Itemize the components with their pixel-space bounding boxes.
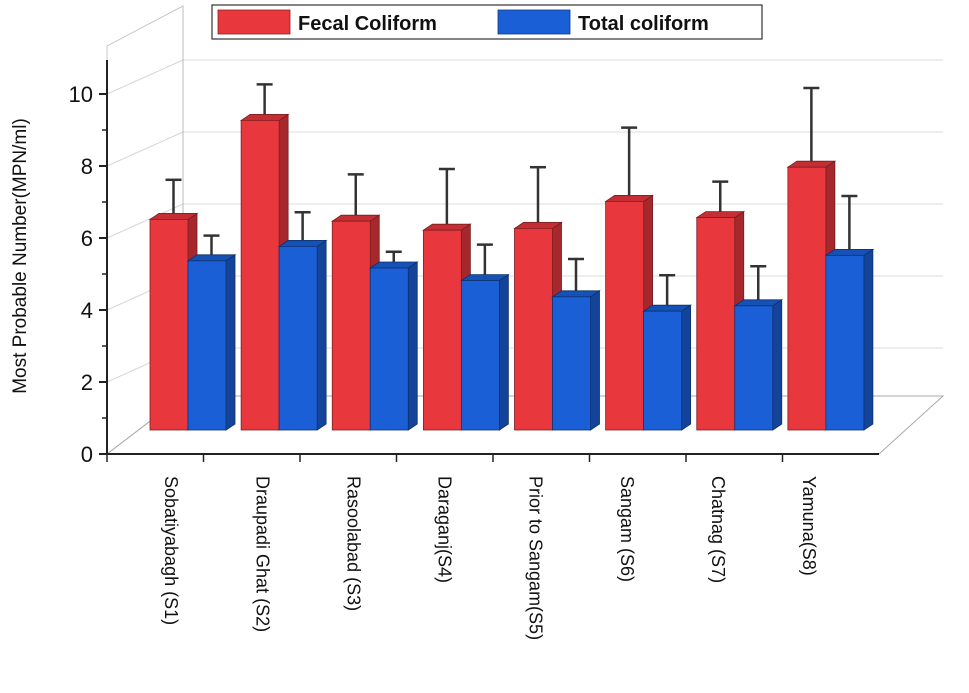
bar-fecal-coliform xyxy=(422,229,462,431)
bar-top xyxy=(277,239,328,247)
bar-side xyxy=(681,304,692,431)
bar-top xyxy=(186,254,237,262)
bar-top xyxy=(824,248,875,256)
x-tick-label: Sangam (S6) xyxy=(617,476,637,582)
bar-total-coliform xyxy=(187,260,227,431)
bar-side xyxy=(498,273,509,431)
x-tick-label: Prior to Sangam(S5) xyxy=(526,476,546,640)
bar-total-coliform xyxy=(734,305,774,431)
x-tick-label: Daraganj(S4) xyxy=(435,476,455,583)
bar-side xyxy=(316,239,327,431)
bar-fecal-coliform xyxy=(787,166,827,431)
legend-box xyxy=(211,4,763,40)
bar-side xyxy=(225,254,236,431)
bar-top xyxy=(368,261,419,269)
bar-fecal-coliform xyxy=(514,227,553,431)
bar-side xyxy=(863,248,874,431)
bar-top xyxy=(239,114,290,121)
y-tick-label: 10 xyxy=(69,82,93,107)
legend-swatch xyxy=(217,9,291,35)
bar-top xyxy=(695,211,746,219)
legend-label: Total coliform xyxy=(578,13,709,35)
bar-fecal-coliform xyxy=(149,218,189,431)
x-tick-label: Chatnag (S7) xyxy=(708,476,728,583)
bar-side xyxy=(772,299,783,431)
bar-total-coliform xyxy=(460,280,500,431)
side-gridline xyxy=(106,131,184,167)
bar-top xyxy=(513,221,563,229)
bar-total-coliform xyxy=(552,296,591,431)
bars-layer xyxy=(148,83,875,431)
bar-top xyxy=(330,214,381,222)
x-tick-label: Rasoolabad (S3) xyxy=(343,476,363,611)
bar-fecal-coliform xyxy=(240,120,280,431)
bar-total-coliform xyxy=(643,310,683,431)
bar-top xyxy=(460,274,510,282)
bar-total-coliform xyxy=(278,245,318,431)
bar-total-coliform xyxy=(825,254,865,431)
y-tick-label: 4 xyxy=(81,298,93,323)
bar-side xyxy=(590,290,600,431)
x-tick-label: Yamuna(S8) xyxy=(799,476,819,576)
legend: Fecal Coliform Total coliform xyxy=(211,4,763,40)
bar-fecal-coliform xyxy=(605,200,645,431)
y-tick-label: 6 xyxy=(81,226,93,251)
side-gridline xyxy=(106,203,184,239)
y-axis: 0 2 4 6 8 10 xyxy=(69,60,108,467)
bar-top xyxy=(786,160,837,168)
y-tick-label: 0 xyxy=(81,442,93,467)
bar-top xyxy=(422,223,472,231)
x-axis: Sobatiyabagh (S1) Draupadi Ghat (S2) Rasoo… xyxy=(106,453,879,640)
x-tick-label: Draupadi Ghat (S2) xyxy=(252,476,272,632)
bar-fecal-coliform xyxy=(696,217,736,431)
bar-fecal-coliform xyxy=(331,220,371,431)
bar-side xyxy=(407,261,418,431)
bar-top xyxy=(604,194,654,202)
y-tick-label: 2 xyxy=(81,370,93,395)
side-gridline xyxy=(106,59,184,95)
bar-top xyxy=(551,290,601,298)
legend-label: Fecal Coliform xyxy=(298,13,437,35)
bar-top xyxy=(733,299,784,307)
legend-swatch xyxy=(497,9,571,35)
x-tick-label: Sobatiyabagh (S1) xyxy=(161,476,181,625)
y-axis-label: Most Probable Number(MPN/ml) xyxy=(10,118,31,394)
bar-total-coliform xyxy=(369,267,409,431)
y-tick-label: 8 xyxy=(81,154,93,179)
bar-top xyxy=(642,304,692,312)
bar-top xyxy=(148,212,199,220)
